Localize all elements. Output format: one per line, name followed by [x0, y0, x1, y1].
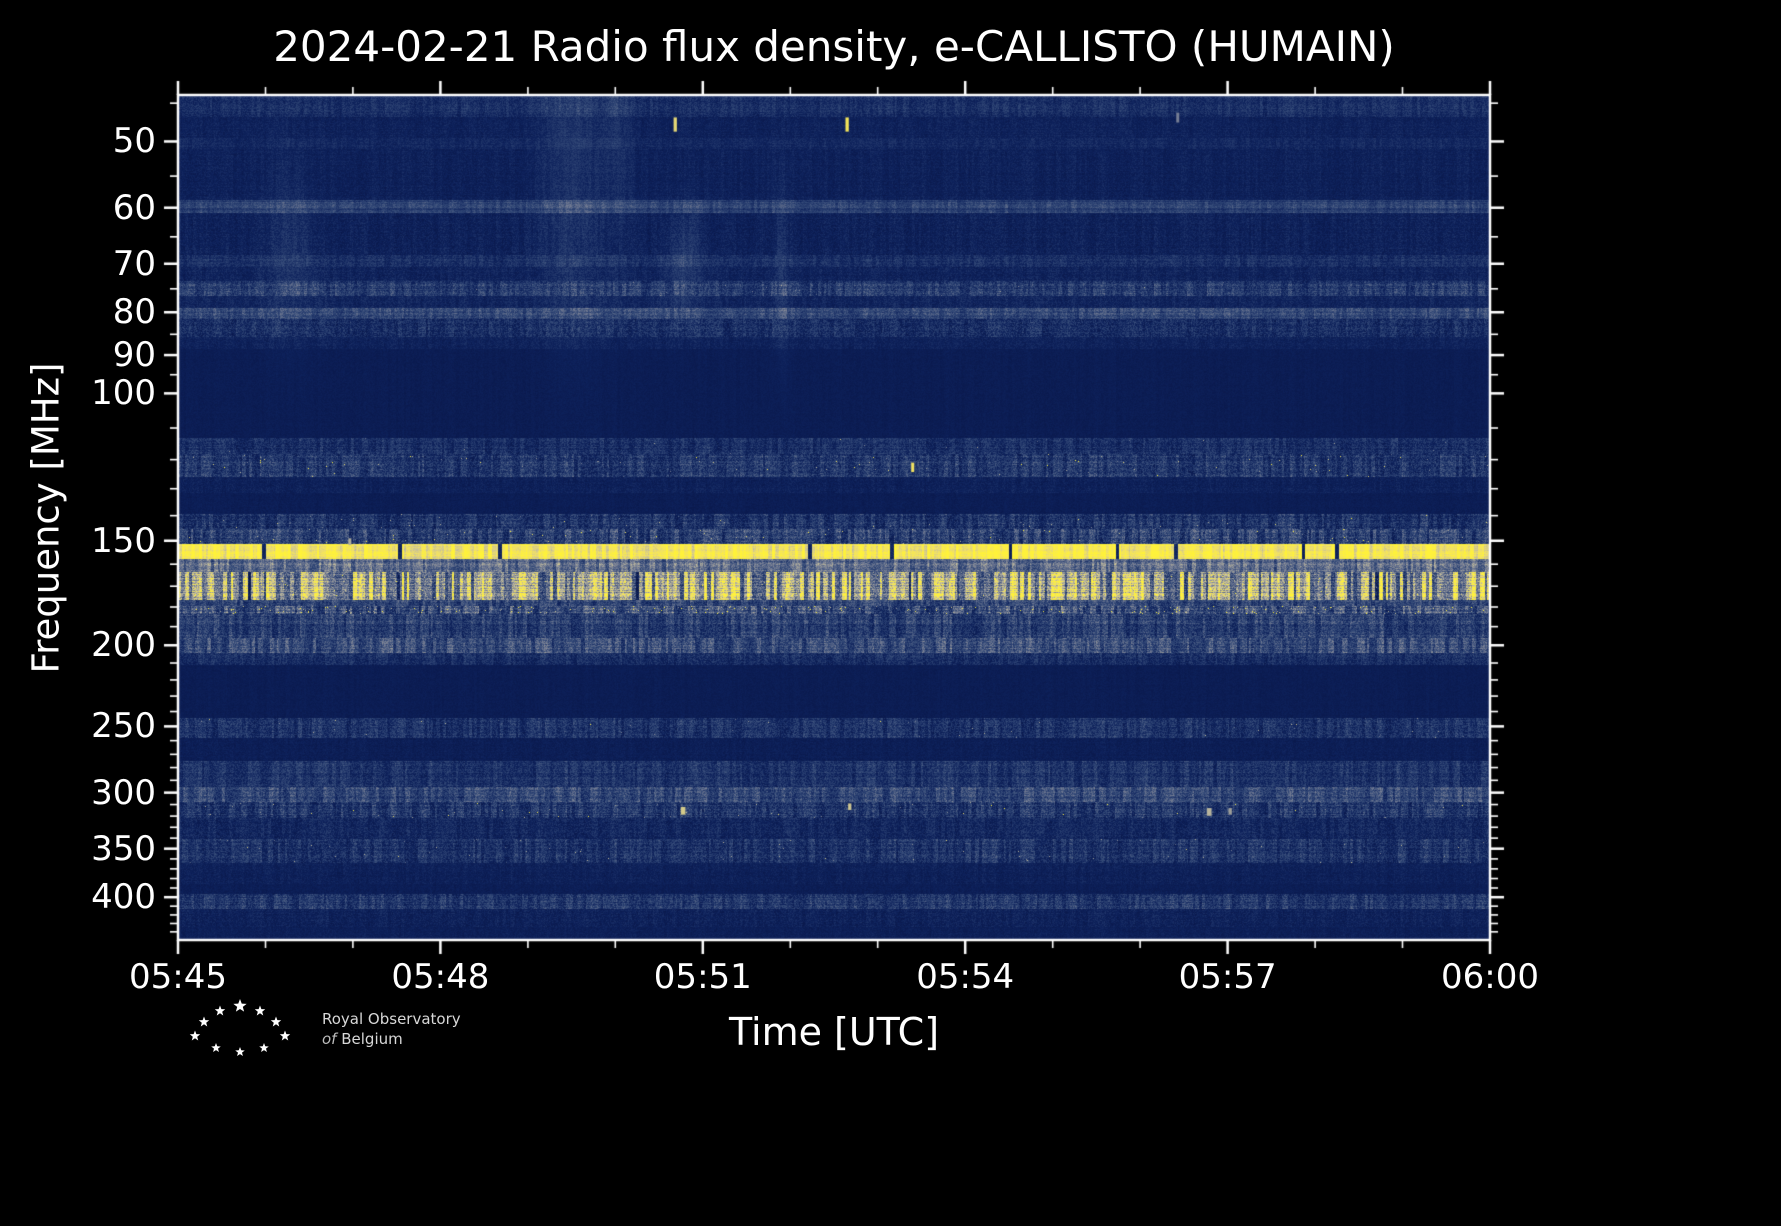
y-tick-label-250: 250: [91, 706, 156, 747]
x-tick-label-05-57: 05:57: [1178, 957, 1277, 997]
y-tick-label-70: 70: [112, 243, 156, 284]
y-tick-label-90: 90: [112, 335, 156, 376]
y-tick-label-350: 350: [91, 828, 156, 869]
x-axis-label: Time [UTC]: [728, 1010, 940, 1054]
y-tick-label-100: 100: [91, 373, 156, 414]
x-tick-label-06-00: 06:00: [1441, 957, 1539, 997]
y-axis-label: Frequency [MHz]: [24, 362, 68, 674]
x-tick-label-05-54: 05:54: [916, 957, 1015, 997]
logo-line2-of: of: [322, 1030, 337, 1048]
y-tick-label-60: 60: [112, 187, 156, 228]
y-tick-label-300: 300: [91, 772, 156, 813]
x-tick-label-05-45: 05:45: [129, 957, 227, 997]
rob-logo: Royal Observatory of Belgium: [180, 996, 461, 1062]
y-tick-label-400: 400: [91, 877, 156, 918]
y-tick-label-150: 150: [91, 520, 156, 561]
y-tick-label-80: 80: [112, 292, 156, 333]
x-tick-label-05-48: 05:48: [391, 957, 490, 997]
x-tick-label-05-51: 05:51: [653, 957, 752, 997]
rob-logo-stars-icon: [189, 999, 291, 1057]
y-tick-label-50: 50: [112, 121, 156, 162]
y-tick-label-200: 200: [91, 625, 156, 666]
rob-logo-text: Royal Observatory of Belgium: [322, 1009, 461, 1049]
logo-line1: Royal Observatory: [322, 1010, 461, 1028]
chart-title: 2024-02-21 Radio flux density, e-CALLIST…: [273, 22, 1395, 71]
logo-line2-name: Belgium: [341, 1030, 403, 1048]
